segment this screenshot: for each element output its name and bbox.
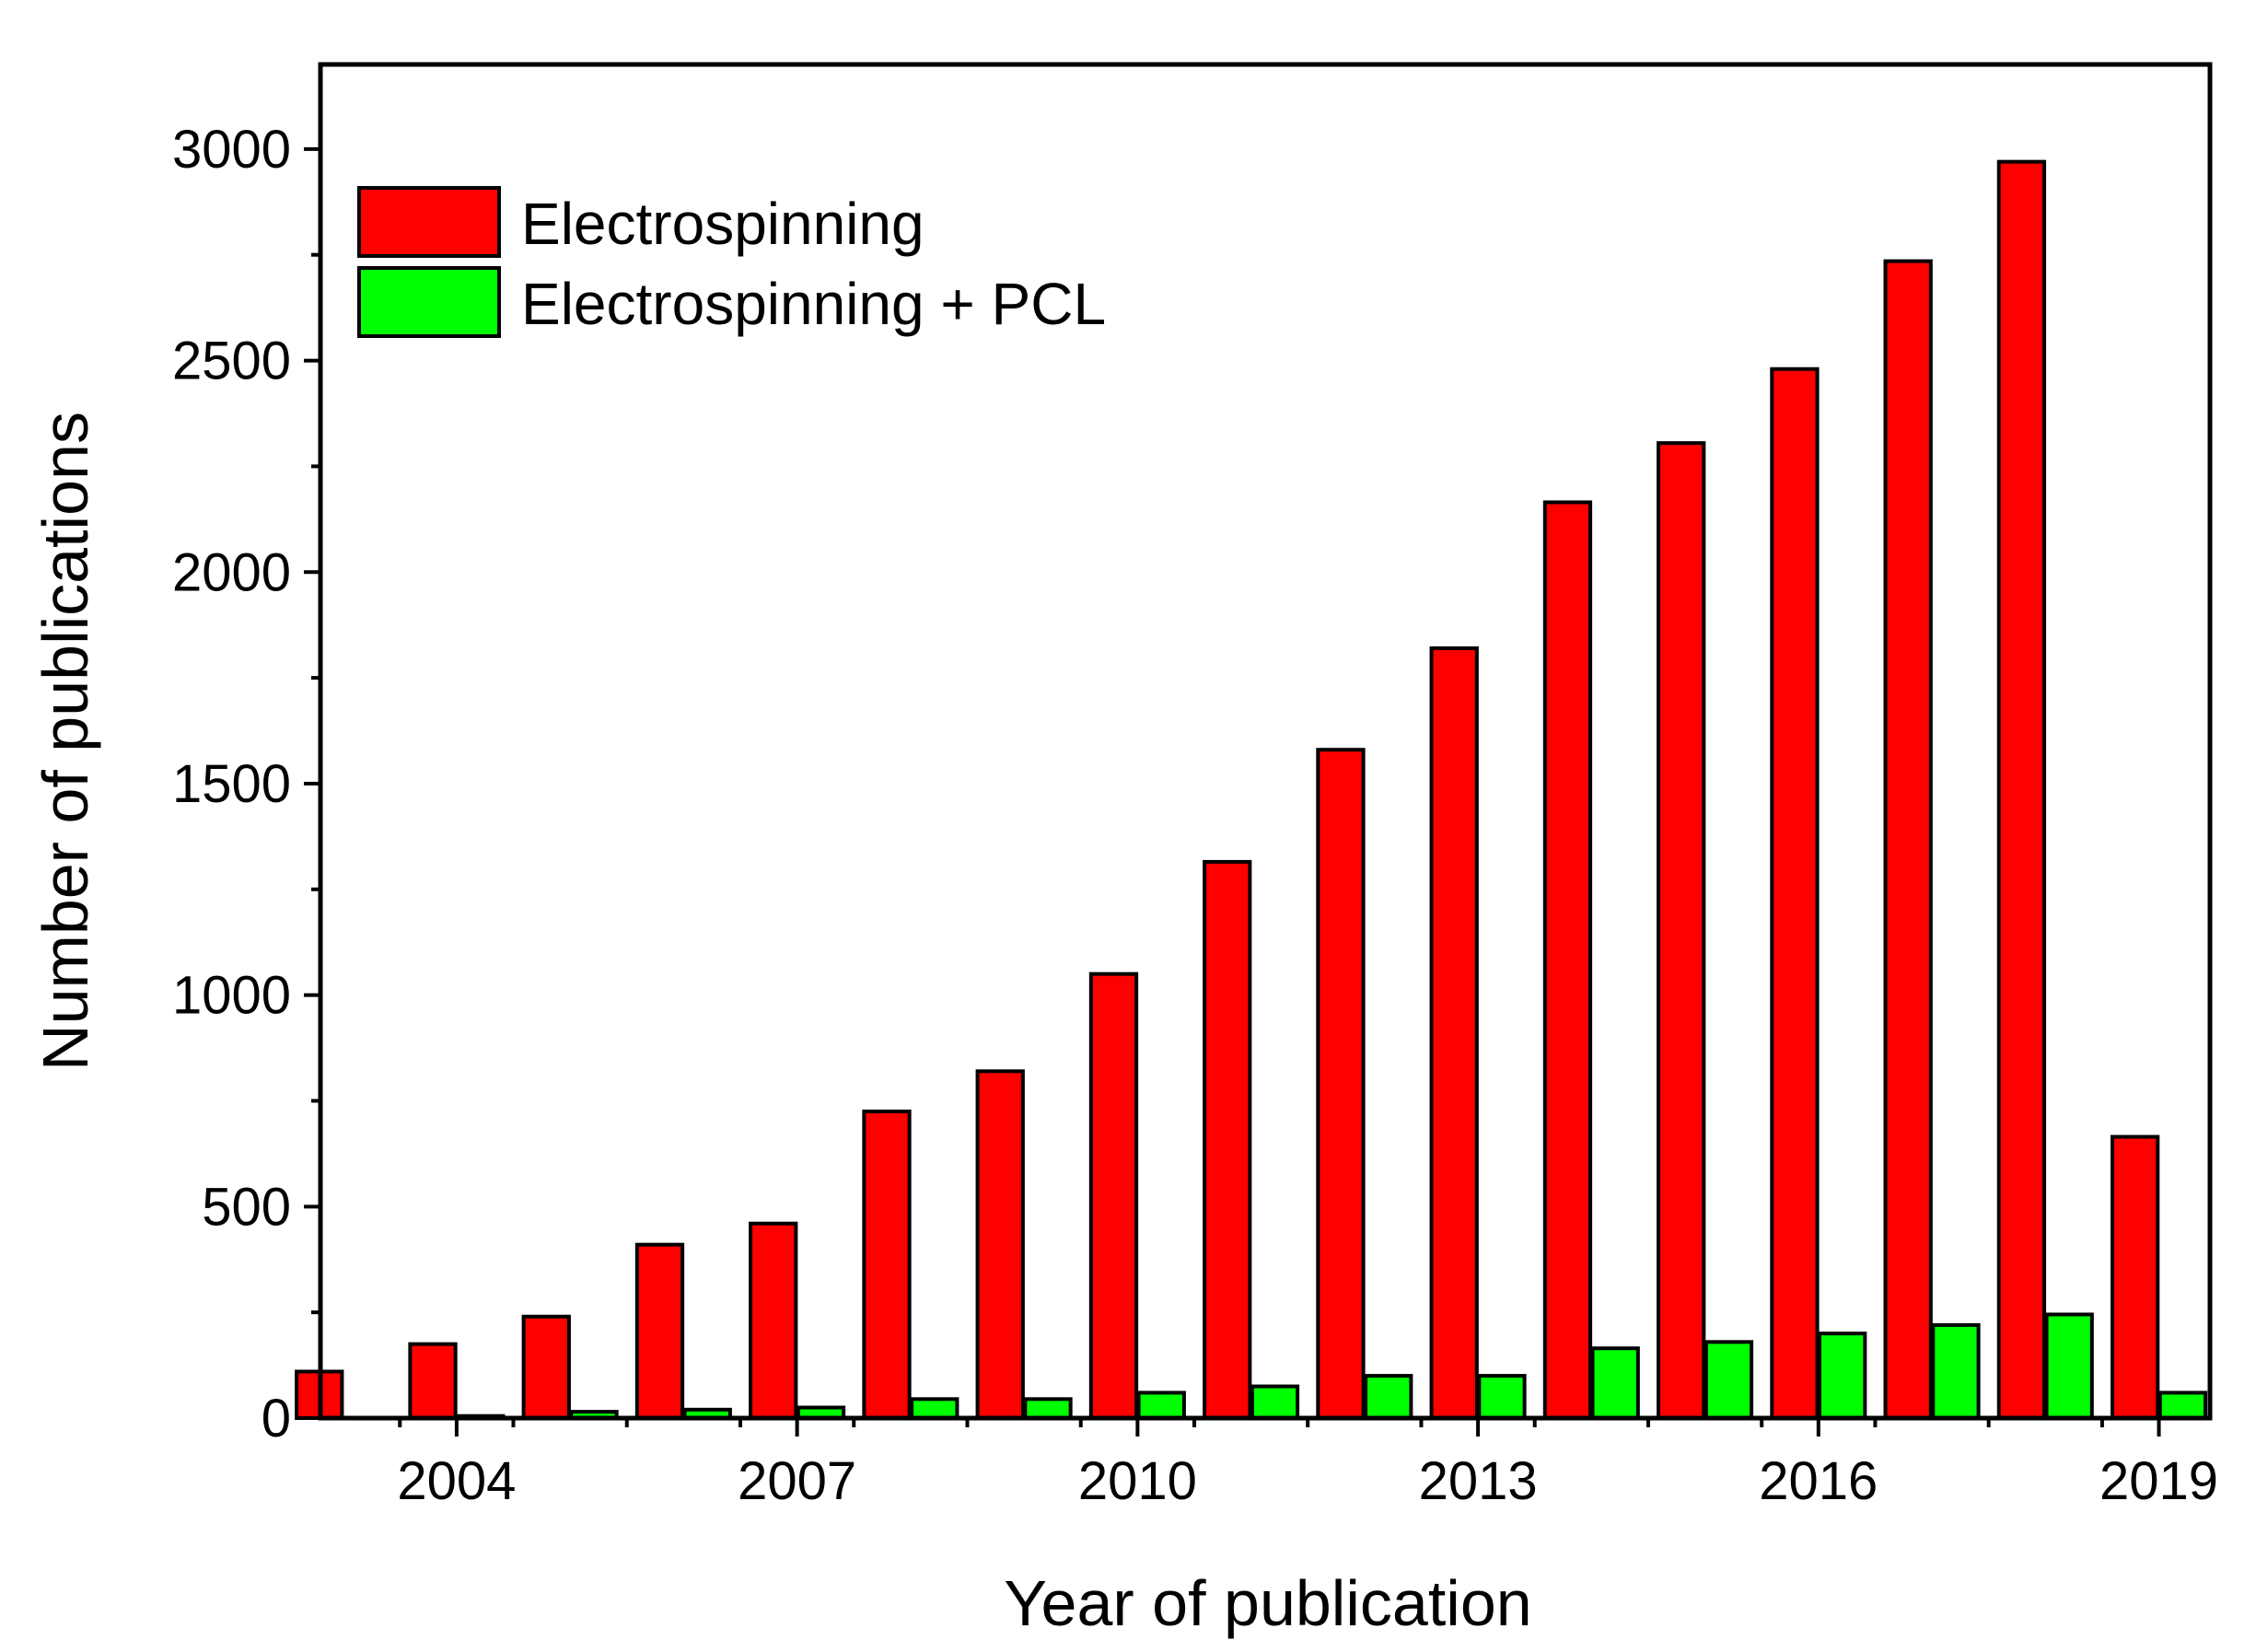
- y-tick-label-1000: 1000: [172, 966, 291, 1026]
- bar-electrospinning-pcl-2013: [1477, 1374, 1527, 1420]
- bar-electrospinning-pcl-2017: [1931, 1322, 1981, 1420]
- bar-electrospinning-2017: [1883, 259, 1933, 1420]
- bar-electrospinning-2010: [1088, 971, 1139, 1420]
- x-axis-title: Year of publication: [1004, 1567, 1531, 1639]
- y-tick-label-3000: 3000: [172, 120, 291, 180]
- y-tick-label-2000: 2000: [172, 542, 291, 602]
- bar-electrospinning-2009: [975, 1069, 1025, 1420]
- bar-electrospinning-2005: [521, 1314, 571, 1420]
- legend-label-electrospinning-pcl: Electrospinning + PCL: [521, 271, 1106, 337]
- bar-electrospinning-pcl-2014: [1590, 1346, 1640, 1420]
- x-tick-label-2019: 2019: [2099, 1451, 2218, 1511]
- bar-electrospinning-2004: [408, 1342, 458, 1420]
- legend-swatch-electrospinning-pcl: [357, 266, 501, 338]
- bar-electrospinning-pcl-2016: [1818, 1332, 1867, 1420]
- bar-electrospinning-2014: [1542, 500, 1593, 1420]
- bar-electrospinning-2012: [1316, 748, 1366, 1420]
- plot-frame: [318, 62, 2213, 1421]
- x-tick-label-2010: 2010: [1078, 1451, 1197, 1511]
- x-tick-label-2007: 2007: [738, 1451, 856, 1511]
- bar-electrospinning-2006: [634, 1242, 685, 1420]
- legend-swatch-electrospinning: [357, 186, 501, 258]
- bar-electrospinning-pcl-2009: [1023, 1397, 1073, 1420]
- y-axis: 0 500 1000 1500 2000 2500 3000: [172, 120, 320, 1448]
- bar-electrospinning-2015: [1657, 441, 1706, 1420]
- y-tick-label-500: 500: [202, 1177, 291, 1237]
- bar-electrospinning-pcl-2012: [1364, 1374, 1413, 1420]
- bar-electrospinning-2019: [2111, 1134, 2160, 1420]
- bar-electrospinning-pcl-2011: [1250, 1384, 1300, 1420]
- bar-electrospinning-2007: [749, 1221, 798, 1420]
- y-tick-label-0: 0: [262, 1389, 291, 1448]
- bar-electrospinning-pcl-2008: [910, 1397, 959, 1420]
- bar-electrospinning-2016: [1770, 366, 1820, 1420]
- bar-electrospinning-2018: [1996, 159, 2047, 1420]
- bar-electrospinning-pcl-2010: [1136, 1390, 1186, 1420]
- y-tick-label-2500: 2500: [172, 332, 291, 391]
- bar-electrospinning-pcl-2015: [1704, 1340, 1754, 1420]
- bar-electrospinning-2013: [1429, 646, 1479, 1420]
- legend: Electrospinning Electrospinning + PCL: [357, 186, 1106, 338]
- bar-electrospinning-pcl-2018: [2044, 1312, 2094, 1420]
- x-axis: 2004 2007 2010 2013 2016 2019: [397, 1418, 2218, 1511]
- bar-electrospinning-2011: [1203, 859, 1252, 1420]
- x-tick-label-2004: 2004: [397, 1451, 516, 1511]
- x-tick-label-2013: 2013: [1419, 1451, 1538, 1511]
- y-tick-label-1500: 1500: [172, 754, 291, 814]
- y-axis-title: Number of publications: [29, 412, 101, 1071]
- bars-layer: [295, 159, 2208, 1420]
- legend-label-electrospinning: Electrospinning: [521, 191, 924, 257]
- bar-electrospinning-2008: [862, 1109, 912, 1420]
- bar-electrospinning-pcl-2019: [2157, 1390, 2208, 1420]
- x-tick-label-2016: 2016: [1759, 1451, 1878, 1511]
